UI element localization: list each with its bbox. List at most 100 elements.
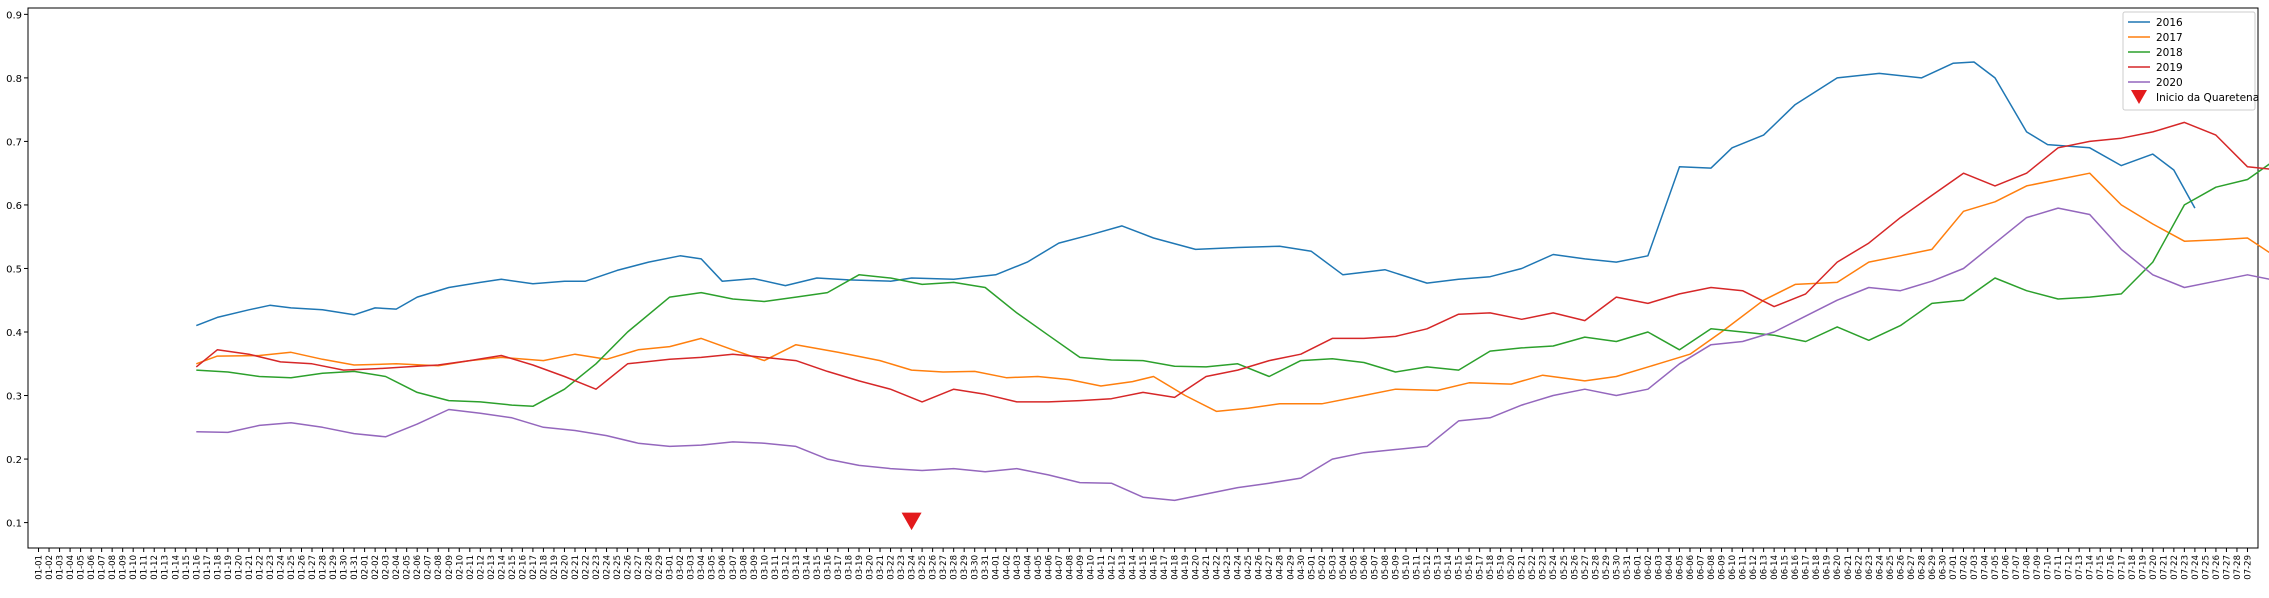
x-tick-label: 01-09: [119, 555, 129, 580]
x-tick-label: 06-14: [1770, 555, 1780, 580]
x-tick-label: 04-28: [1276, 555, 1286, 580]
x-tick-label: 01-24: [276, 555, 286, 580]
x-tick-label: 05-06: [1360, 555, 1370, 580]
legend-marker-swatch: [2131, 90, 2147, 104]
x-tick-label: 07-03: [1970, 555, 1980, 580]
x-tick-label: 06-27: [1907, 555, 1917, 580]
x-tick-label: 02-24: [603, 555, 613, 580]
x-tick-label: 05-27: [1581, 555, 1591, 580]
x-tick-label: 02-03: [382, 555, 392, 580]
x-tick-label: 03-27: [939, 555, 949, 580]
x-tick-label: 06-07: [1697, 555, 1707, 580]
x-tick-label: 04-30: [1297, 555, 1307, 580]
x-tick-label: 02-05: [403, 555, 413, 580]
x-tick-label: 01-25: [287, 555, 297, 580]
x-tick-label: 06-23: [1865, 555, 1875, 580]
y-tick-label: 0.8: [6, 74, 22, 85]
x-tick-label: 07-14: [2086, 555, 2096, 580]
x-tick-label: 05-30: [1612, 555, 1622, 580]
x-tick-label: 07-16: [2107, 555, 2117, 580]
x-tick-label: 04-18: [1171, 555, 1181, 580]
x-tick-label: 01-02: [45, 555, 55, 580]
x-tick-label: 01-26: [297, 555, 307, 580]
y-tick-label: 0.1: [6, 519, 22, 530]
x-tick-label: 03-06: [718, 555, 728, 580]
x-tick-label: 07-07: [2012, 555, 2022, 580]
x-tick-label: 02-23: [592, 555, 602, 580]
x-tick-label: 04-20: [1192, 555, 1202, 580]
x-tick-label: 04-27: [1265, 555, 1275, 580]
x-tick-label: 06-01: [1633, 555, 1643, 580]
x-tick-label: 03-23: [897, 555, 907, 580]
x-tick-label: 07-17: [2117, 555, 2127, 580]
x-tick-label: 04-15: [1139, 555, 1149, 580]
x-tick-label: 03-07: [729, 555, 739, 580]
x-tick-label: 01-31: [350, 555, 360, 580]
x-tick-label: 01-16: [192, 555, 202, 580]
series-line-2018: [196, 163, 2269, 408]
x-tick-label: 06-24: [1875, 555, 1885, 580]
x-tick-label: 01-07: [98, 555, 108, 580]
x-tick-label: 01-29: [329, 555, 339, 580]
legend-label: 2019: [2156, 62, 2183, 74]
y-tick-label: 0.2: [6, 455, 22, 466]
x-tick-label: 01-30: [340, 555, 350, 580]
x-tick-label: 04-13: [1118, 555, 1128, 580]
x-tick-label: 05-28: [1591, 555, 1601, 580]
x-tick-label: 06-25: [1886, 555, 1896, 580]
x-tick-label: 07-28: [2233, 555, 2243, 580]
series-line-2019: [195, 121, 2269, 403]
x-tick-label: 03-25: [918, 555, 928, 580]
y-tick-label: 0.5: [6, 264, 22, 275]
x-tick-label: 05-13: [1434, 555, 1444, 580]
x-tick-label: 06-29: [1928, 555, 1938, 580]
x-tick-label: 06-17: [1802, 555, 1812, 580]
x-tick-label: 06-06: [1686, 555, 1696, 580]
x-tick-label: 01-22: [255, 555, 265, 580]
x-tick-label: 03-09: [750, 555, 760, 580]
x-tick-label: 06-03: [1654, 555, 1664, 580]
x-tick-label: 06-26: [1896, 555, 1906, 580]
x-tick-label: 07-27: [2222, 555, 2232, 580]
x-tick-label: 05-26: [1570, 555, 1580, 580]
y-tick-label: 0.9: [6, 10, 22, 21]
x-tick-label: 05-17: [1476, 555, 1486, 580]
y-tick-label: 0.7: [6, 137, 22, 148]
x-tick-label: 03-02: [676, 555, 686, 580]
x-tick-label: 07-04: [1981, 555, 1991, 580]
x-tick-label: 03-16: [823, 555, 833, 580]
x-tick-label: 07-20: [2149, 555, 2159, 580]
x-tick-label: 06-19: [1823, 555, 1833, 580]
x-tick-label: 05-08: [1381, 555, 1391, 580]
x-tick-label: 05-10: [1402, 555, 1412, 580]
x-tick-label: 03-29: [960, 555, 970, 580]
x-tick-label: 02-22: [582, 555, 592, 580]
x-tick-label: 03-13: [792, 555, 802, 580]
series-line-2017: [196, 172, 2269, 413]
plot-area: [27, 7, 2259, 549]
x-tick-label: 03-18: [844, 555, 854, 580]
x-tick-label: 02-21: [571, 555, 581, 580]
x-tick-label: 07-06: [2002, 555, 2012, 580]
x-tick-label: 07-25: [2201, 555, 2211, 580]
x-tick-label: 04-02: [1002, 555, 1012, 580]
x-tick-label: 04-19: [1181, 555, 1191, 580]
x-tick-label: 02-20: [560, 555, 570, 580]
x-tick-label: 03-24: [908, 555, 918, 580]
x-tick-label: 02-17: [529, 555, 539, 580]
x-tick-label: 01-23: [266, 555, 276, 580]
x-tick-label: 06-09: [1718, 555, 1728, 580]
x-tick-label: 02-14: [497, 555, 507, 580]
x-tick-label: 07-29: [2243, 555, 2253, 580]
x-tick-label: 01-12: [150, 555, 160, 580]
x-tick-label: 03-05: [708, 555, 718, 580]
x-tick-label: 07-13: [2075, 555, 2085, 580]
x-tick-label: 03-08: [739, 555, 749, 580]
x-tick-label: 07-15: [2096, 555, 2106, 580]
x-tick-label: 07-08: [2023, 555, 2033, 580]
x-tick-label: 03-17: [834, 555, 844, 580]
x-tick-label: 05-14: [1444, 555, 1454, 580]
x-tick-label: 04-04: [1023, 555, 1033, 580]
x-tick-label: 01-04: [66, 555, 76, 580]
